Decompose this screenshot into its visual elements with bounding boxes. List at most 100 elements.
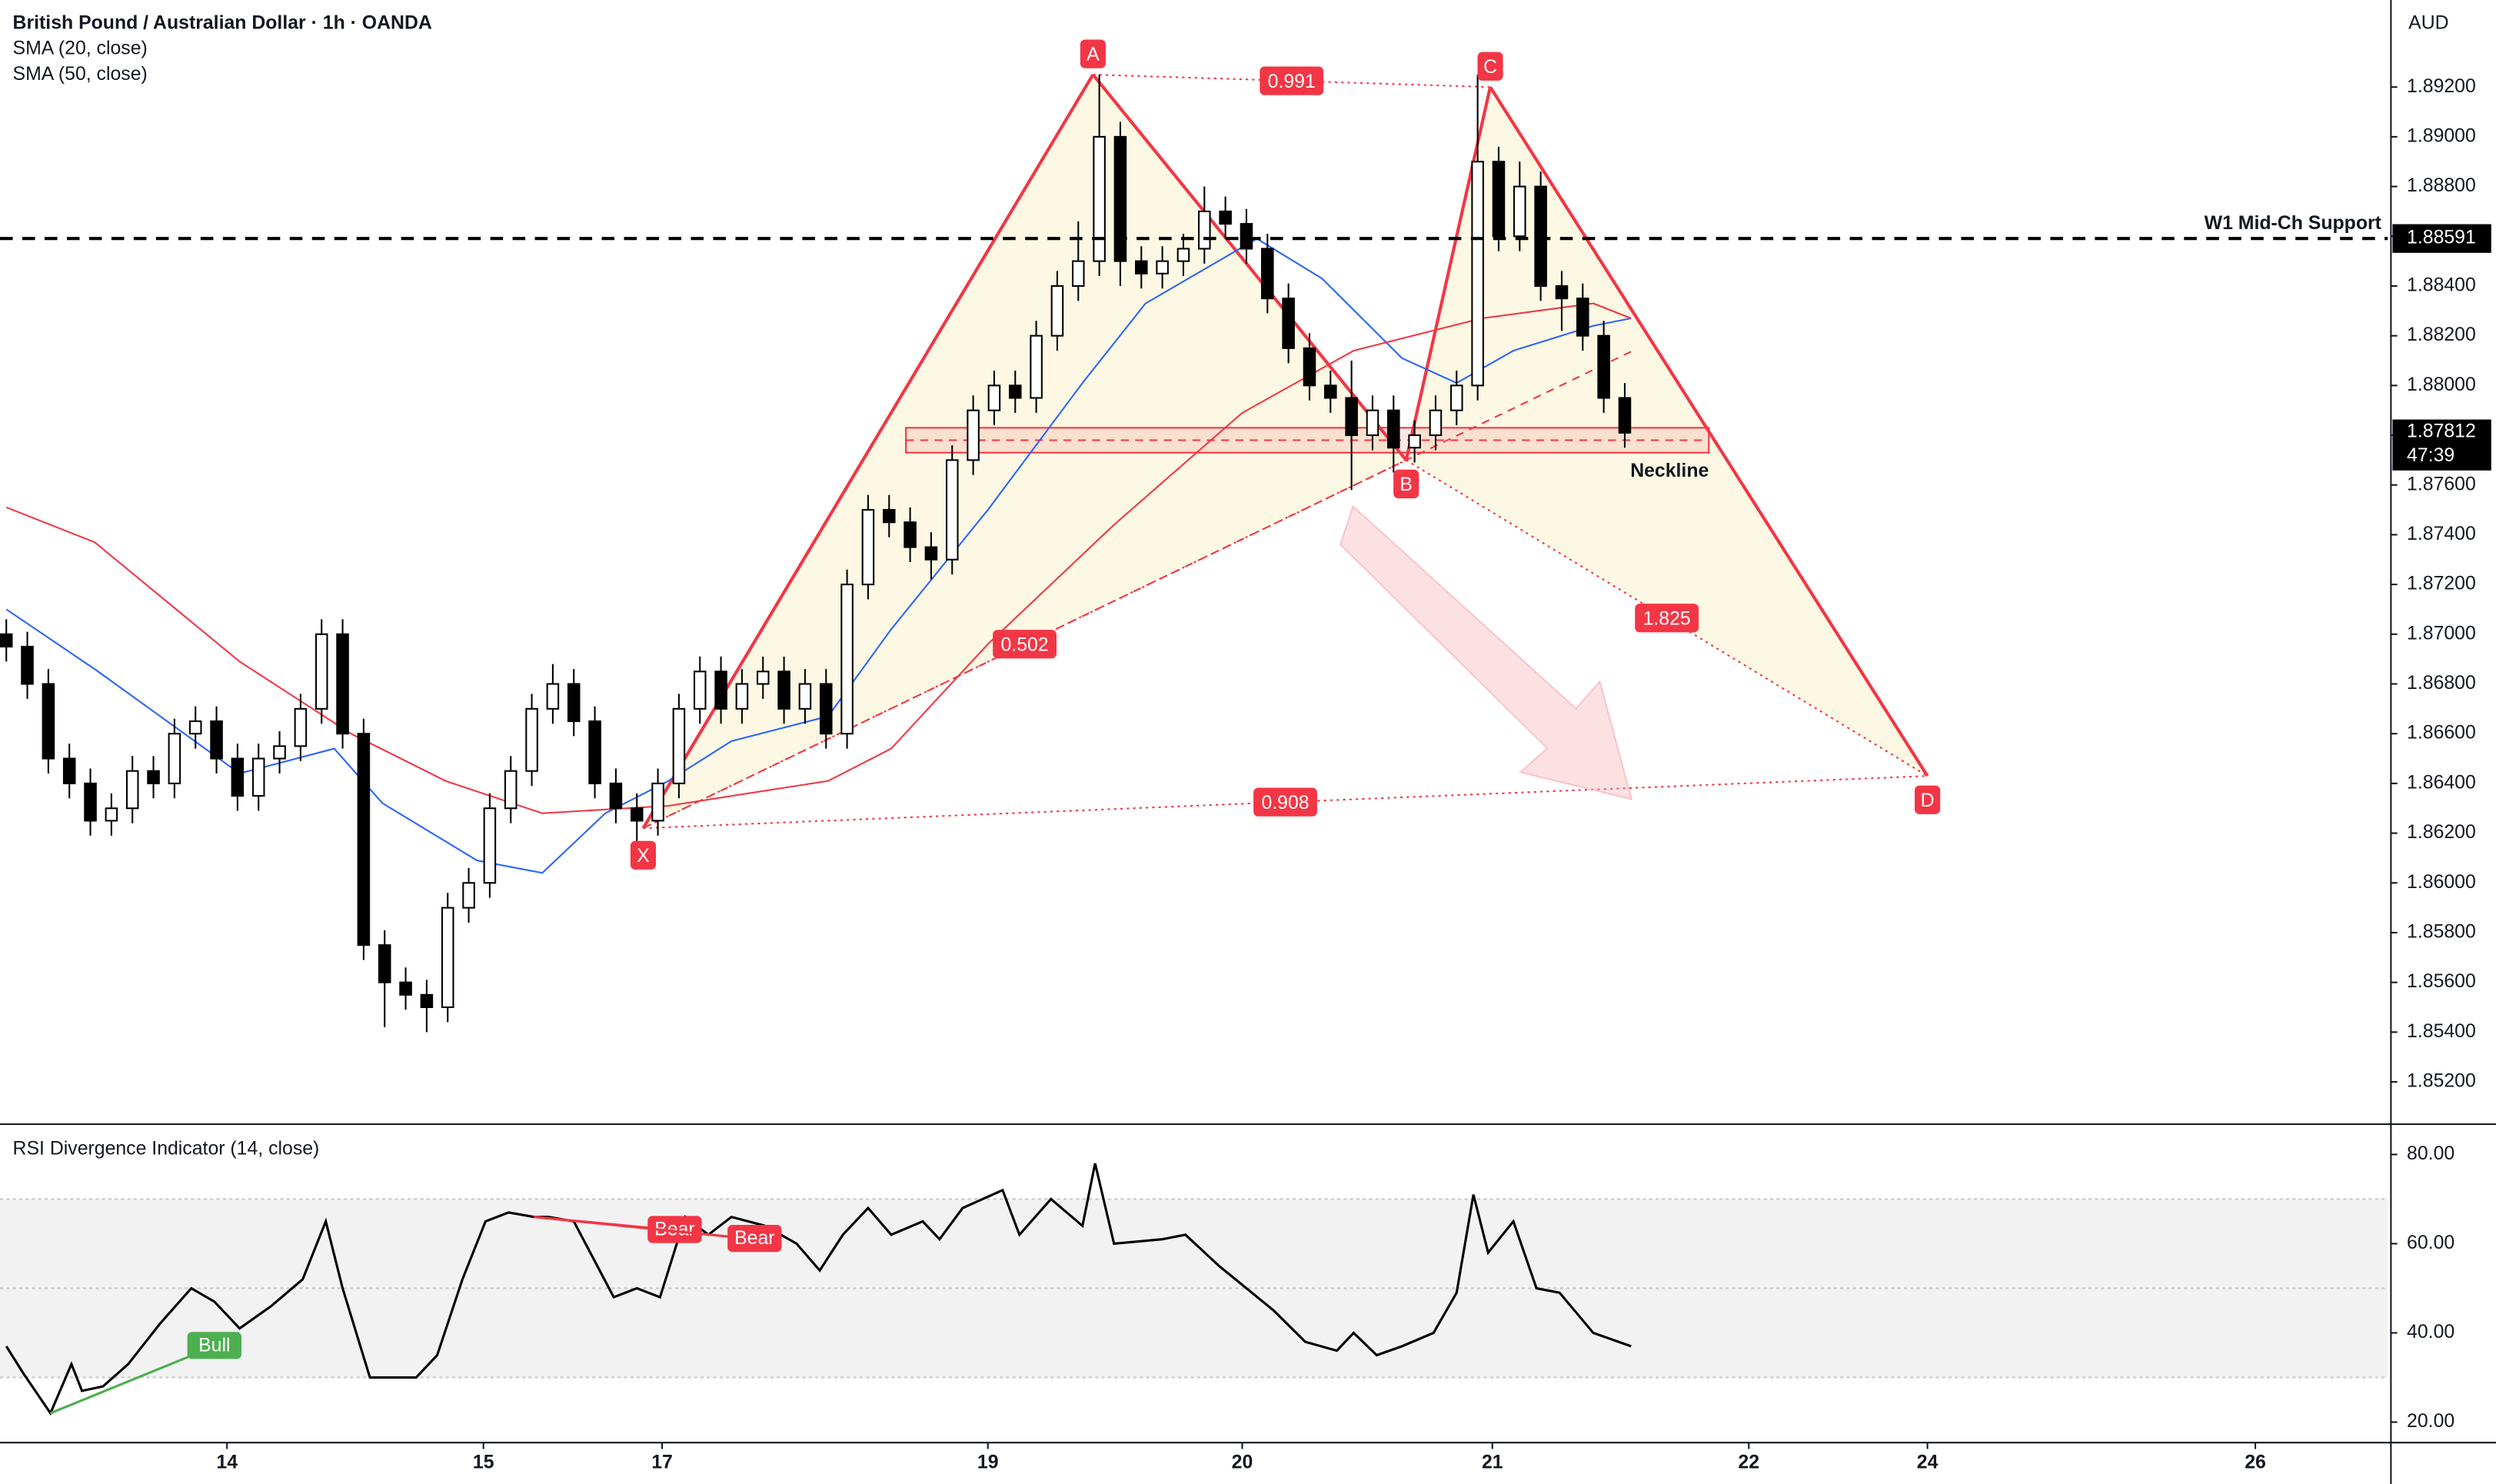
candle-body <box>1134 260 1148 275</box>
point-badge <box>1915 785 1941 814</box>
y-tick-label: 1.85800 <box>2407 921 2476 942</box>
y-tick-label: 1.86800 <box>2407 673 2476 694</box>
candle-body <box>1576 298 1589 337</box>
candle-body <box>798 683 812 710</box>
x-tick-label: 15 <box>473 1452 494 1473</box>
candle-body <box>1555 284 1569 300</box>
divergence-label: Bear <box>734 1228 774 1249</box>
candle-body <box>1513 185 1526 238</box>
candle-body <box>1597 334 1610 399</box>
candle-body <box>756 670 770 685</box>
y-tick-label: 1.85200 <box>2407 1071 2476 1092</box>
candle-body <box>1387 409 1400 449</box>
pattern-leg <box>1091 73 1408 461</box>
candle-body <box>819 683 833 735</box>
x-tick-label: 21 <box>1482 1452 1503 1473</box>
ratio-badge <box>993 630 1057 659</box>
candle-body <box>210 720 223 760</box>
divergence-line <box>534 1216 755 1241</box>
candle-body <box>1450 384 1463 411</box>
divergence-badge <box>187 1332 242 1359</box>
rsi-tick-label: 20.00 <box>2407 1411 2454 1432</box>
candle-body <box>1366 409 1379 437</box>
candle-body <box>1240 223 1253 250</box>
candle-body <box>84 782 97 822</box>
y-tick-label: 1.86200 <box>2407 822 2476 843</box>
candle-body <box>693 670 707 710</box>
point-label: B <box>1399 474 1413 495</box>
candle-body <box>1113 135 1127 262</box>
candle-body <box>0 633 13 648</box>
candle-body <box>21 645 34 685</box>
x-tick-label: 20 <box>1232 1452 1253 1473</box>
point-badge <box>1080 39 1106 68</box>
point-badge <box>1477 52 1503 81</box>
x-tick-label: 17 <box>651 1452 673 1473</box>
candle-body <box>1071 260 1085 288</box>
candle-body <box>1303 347 1316 387</box>
rsi-tick-label: 60.00 <box>2407 1233 2454 1253</box>
y-tick-label: 1.86400 <box>2407 772 2476 793</box>
support-price-box <box>2392 224 2491 253</box>
candle-body <box>357 733 371 947</box>
pattern-ratio-line <box>642 459 1407 830</box>
candle-body <box>1050 284 1064 337</box>
candle-body <box>1261 248 1274 300</box>
ratio-badge <box>1253 787 1317 817</box>
x-tick-label: 19 <box>977 1452 999 1473</box>
currency-label: AUD <box>2408 13 2448 34</box>
y-tick-label: 1.88800 <box>2407 175 2476 196</box>
point-label: D <box>1921 790 1935 811</box>
candle-body <box>1618 397 1632 434</box>
last-price-label: 1.87812 <box>2407 421 2476 442</box>
candle-body <box>609 782 623 810</box>
x-tick-label: 14 <box>216 1452 238 1473</box>
point-label: X <box>637 846 650 867</box>
ratio-badge <box>1635 604 1699 633</box>
candle-body <box>567 683 581 723</box>
candle-body <box>1093 135 1106 262</box>
candle-body <box>1156 260 1169 275</box>
rsi-tick-label: 40.00 <box>2407 1322 2454 1343</box>
pattern-leg <box>1404 86 1493 461</box>
candle-body <box>1534 185 1547 288</box>
candle-body <box>105 807 118 822</box>
y-tick-label: 1.89200 <box>2407 76 2476 97</box>
candle-body <box>314 633 328 710</box>
y-tick-label: 1.85600 <box>2407 971 2476 992</box>
candle-body <box>588 720 601 784</box>
point-badge <box>1393 469 1419 499</box>
candle-body <box>1492 161 1506 238</box>
candle-body <box>125 770 139 810</box>
x-tick-label: 26 <box>2245 1452 2266 1473</box>
candle-body <box>1408 434 1421 449</box>
legend-entry: SMA (50, close) <box>13 64 148 85</box>
candle-body <box>924 546 938 561</box>
candle-body <box>231 757 245 797</box>
candle-body <box>1198 210 1211 250</box>
ratio-label: 0.908 <box>1261 793 1309 814</box>
chart-title: British Pound / Australian Dollar · 1h ·… <box>13 13 432 34</box>
y-tick-label: 1.88200 <box>2407 324 2476 345</box>
projection-arrow <box>1339 504 1633 800</box>
candle-body <box>525 707 538 772</box>
ratio-label: 0.991 <box>1268 72 1316 92</box>
y-tick-label: 1.87000 <box>2407 623 2476 644</box>
candle-body <box>777 670 790 710</box>
legend-entry: SMA (20, close) <box>13 38 148 59</box>
candle-body <box>420 993 434 1009</box>
candle-body <box>42 683 55 760</box>
candle-body <box>336 633 349 735</box>
point-label: C <box>1483 57 1497 78</box>
candle-body <box>840 584 854 735</box>
candle-body <box>967 409 980 461</box>
candle-body <box>987 384 1001 411</box>
candle-body <box>399 981 412 996</box>
y-tick-label: 1.86600 <box>2407 723 2476 744</box>
ratio-badge <box>1260 66 1324 95</box>
divergence-line <box>50 1345 215 1415</box>
support-label: W1 Mid-Ch Support <box>2205 213 2381 234</box>
candle-body <box>714 670 727 710</box>
price-pane <box>0 73 1929 1033</box>
